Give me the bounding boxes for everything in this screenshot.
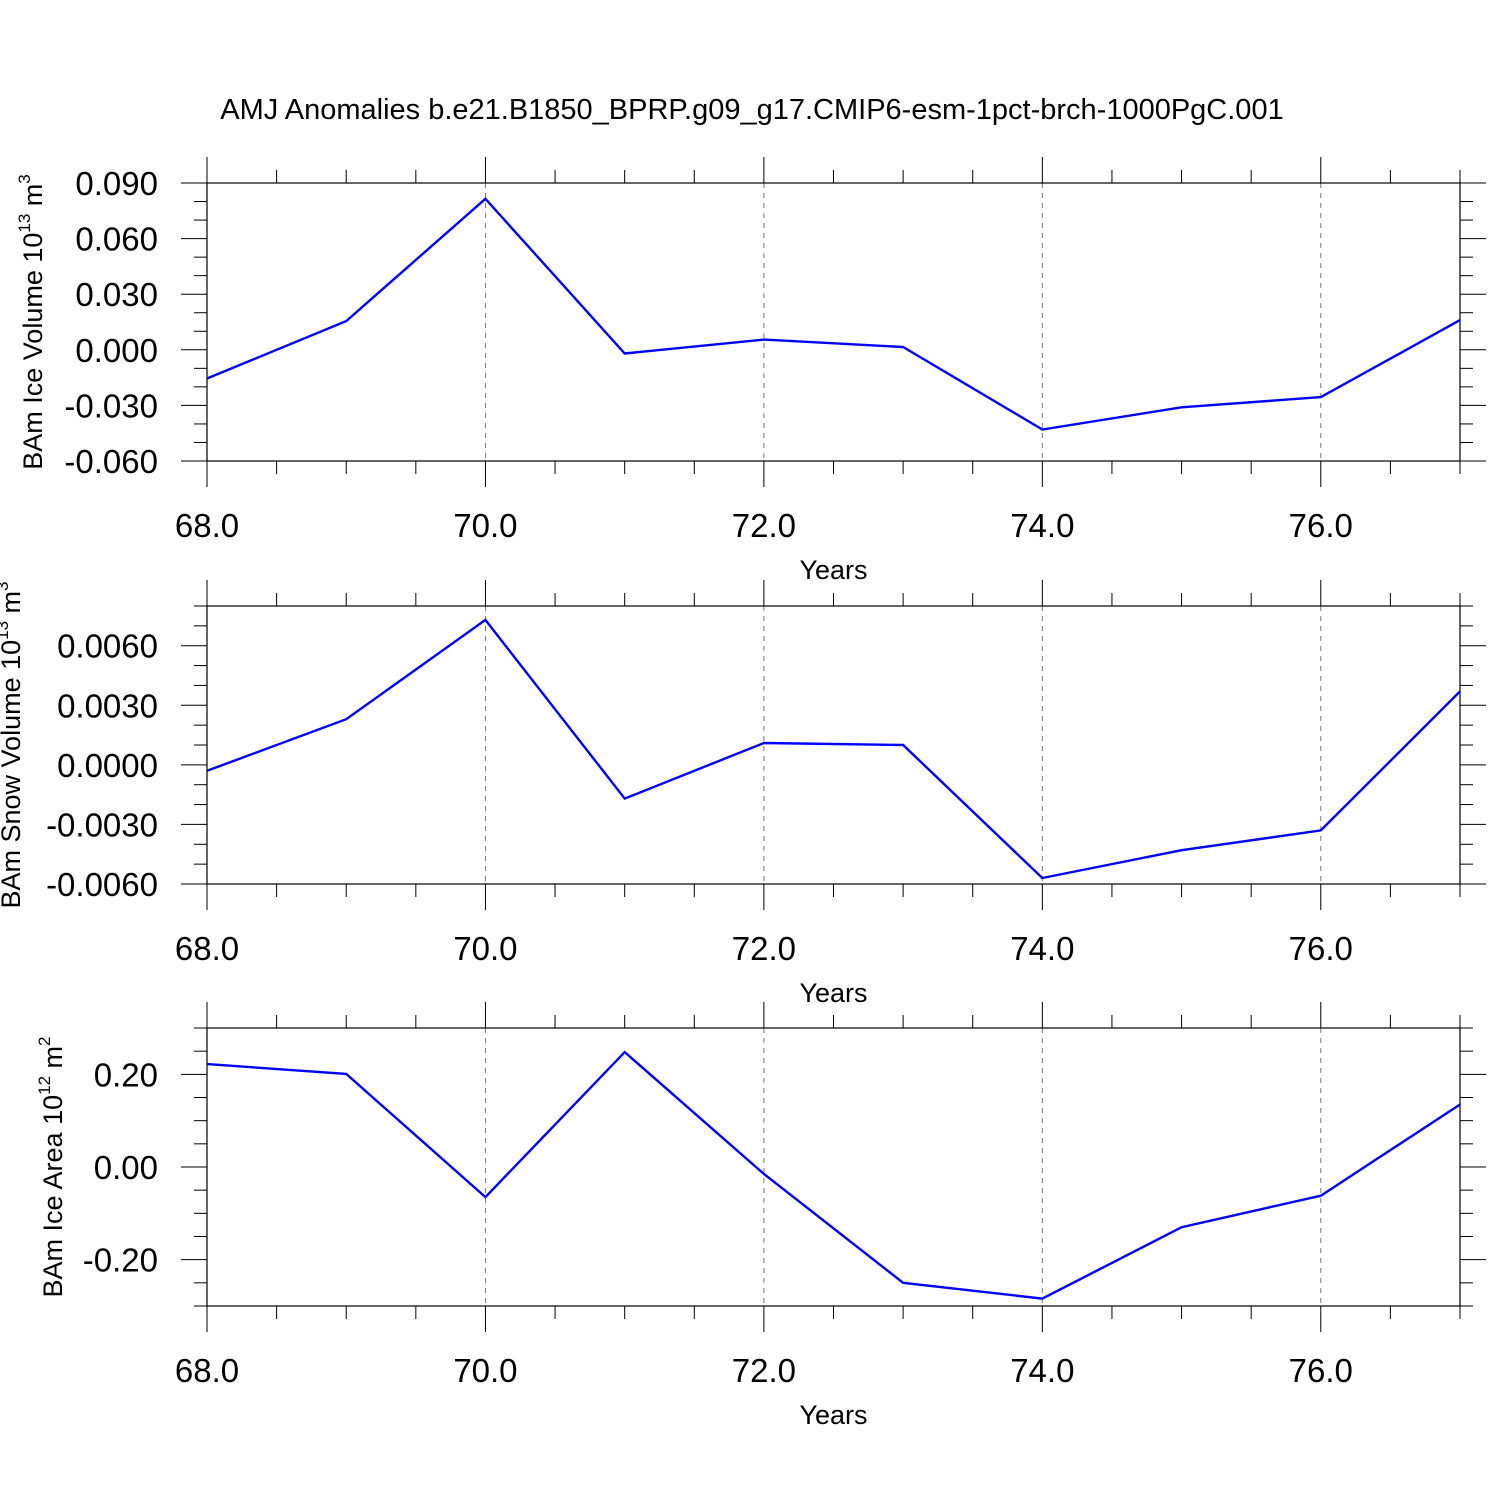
x-tick-label: 74.0 [1010,1352,1074,1389]
y-axis-label: BAm Snow Volume 1013 m3 [0,581,26,908]
x-tick-label: 68.0 [175,1352,239,1389]
x-tick-label: 74.0 [1010,507,1074,544]
x-tick-label: 72.0 [732,507,796,544]
x-axis-label: Years [799,555,867,585]
y-tick-label: -0.030 [64,387,158,424]
x-tick-label: 76.0 [1289,1352,1353,1389]
x-tick-label: 76.0 [1289,930,1353,967]
panel-3: 68.0 70.0 72.0 74.0 76.0 -0.20 0.00 0.20 Years BA… [35,1002,1486,1430]
y-tick-label: 0.000 [75,332,158,369]
y-axis-label-text: m [0,591,26,621]
series-line [206,618,1461,880]
y-axis-label-superscript: 13 [15,214,34,233]
y-axis-label-superscript: 12 [35,1076,54,1095]
y-tick-label: 0.20 [94,1056,158,1093]
figure-title: AMJ Anomalies b.e21.B1850_BPRP.g09_g17.C… [220,94,1283,126]
y-axis-label-text: BAm Ice Area 10 [38,1095,68,1298]
plot-frame [206,1027,1461,1307]
y-axis-label-text: BAm Snow Volume 10 [0,640,26,909]
y-axis-label: BAm Ice Area 1012 m2 [35,1037,68,1298]
y-axis-label-text: m [18,184,48,214]
x-tick-label: 74.0 [1010,930,1074,967]
y-tick-label: 0.090 [75,165,158,202]
y-tick-label: 0.0030 [57,687,158,724]
y-axis-label-text: BAm Ice Volume 10 [18,233,48,470]
x-tick-label: 68.0 [175,930,239,967]
y-tick-label: -0.060 [64,443,158,480]
y-tick-label: -0.20 [83,1242,158,1279]
panel-1: 68.0 70.0 72.0 74.0 76.0 -0.060 -0.030 0.000 0.0… [15,157,1486,585]
y-tick-label: 0.0060 [57,628,158,665]
x-tick-label: 72.0 [732,1352,796,1389]
y-tick-label: 0.060 [75,221,158,258]
y-axis-label-text: m [38,1046,68,1076]
y-tick-label: -0.0030 [46,806,158,843]
y-axis-label-superscript: 3 [15,174,34,183]
panel-2: 68.0 70.0 72.0 74.0 76.0 -0.0060 -0.0030 0.0000… [0,580,1486,1008]
y-tick-label: 0.00 [94,1149,158,1186]
x-tick-label: 70.0 [453,1352,517,1389]
y-axis-label-superscript: 2 [35,1037,54,1046]
x-axis-label: Years [799,1400,867,1430]
y-axis-label-superscript: 13 [0,621,12,640]
x-axis-label: Years [799,978,867,1008]
x-tick-label: 68.0 [175,507,239,544]
plot-frame [206,182,1461,462]
series-line [206,1050,1461,1300]
x-tick-label: 76.0 [1289,507,1353,544]
y-tick-label: 0.030 [75,276,158,313]
y-axis-label: BAm Ice Volume 1013 m3 [15,174,48,470]
y-tick-label: -0.0060 [46,866,158,903]
y-tick-label: 0.0000 [57,747,158,784]
x-tick-label: 70.0 [453,507,517,544]
x-tick-label: 70.0 [453,930,517,967]
series-line [206,197,1461,431]
y-axis-label-superscript: 3 [0,581,12,590]
x-tick-label: 72.0 [732,930,796,967]
